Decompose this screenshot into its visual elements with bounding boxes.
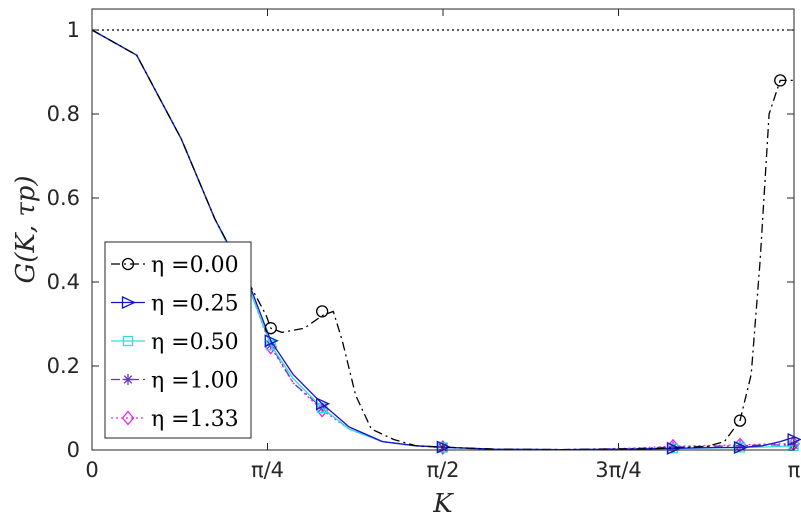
legend-box bbox=[104, 241, 252, 439]
legend-entry-4: η =1.33 bbox=[111, 407, 239, 432]
legend-label: η =0.00 bbox=[151, 253, 239, 278]
legend-entry-3: η =1.00 bbox=[111, 369, 239, 394]
series-0-marker bbox=[264, 322, 277, 335]
series-0-marker bbox=[733, 414, 747, 427]
series-1-marker bbox=[316, 397, 331, 411]
y-tick-label: 0.6 bbox=[47, 186, 80, 210]
x-axis-title: K bbox=[432, 489, 454, 519]
legend-entry-0: η =0.00 bbox=[111, 253, 239, 278]
legend-swatch-marker bbox=[121, 295, 137, 310]
series-line-0 bbox=[91, 29, 794, 451]
legend-swatch-marker bbox=[121, 410, 135, 426]
y-tick-label: 0.4 bbox=[47, 270, 80, 294]
legend-swatch-marker bbox=[121, 257, 135, 271]
x-tick-label: 0 bbox=[85, 458, 98, 482]
y-axis-title: G(K, τp) bbox=[11, 175, 41, 283]
legend-swatch-marker bbox=[122, 335, 134, 347]
legend-swatch-marker bbox=[122, 374, 134, 385]
series-1-marker bbox=[264, 334, 279, 348]
series-3-marker bbox=[667, 441, 679, 453]
y-tick-label: 0.8 bbox=[47, 102, 80, 126]
legend-entry-1: η =0.25 bbox=[111, 292, 239, 317]
legend-entry-2: η =0.50 bbox=[111, 330, 239, 355]
y-tick-label: 0.2 bbox=[47, 354, 80, 378]
x-tick-label: π/4 bbox=[251, 458, 284, 482]
legend-label: η =0.25 bbox=[151, 292, 239, 317]
series-0-marker bbox=[774, 74, 787, 87]
x-tick-label: π/2 bbox=[426, 458, 459, 482]
legend: η =0.00 η =0.25 η =0.50 η =1.00 η =1.33 bbox=[104, 241, 252, 439]
y-tick-label: 0 bbox=[67, 438, 80, 462]
legend-label: η =1.33 bbox=[151, 407, 239, 432]
y-tick-label: 1 bbox=[67, 18, 80, 42]
x-tick-label: π bbox=[788, 458, 801, 482]
series-1-marker bbox=[666, 441, 682, 455]
series-layer bbox=[91, 29, 801, 455]
series-0 bbox=[91, 29, 794, 451]
legend-label: η =1.00 bbox=[151, 369, 239, 394]
axes-layer: 0 π/4 π/2 3π/4 π 0 0.2 0.4 0.6 0.8 1 K G(K, τp) bbox=[11, 8, 801, 519]
legend-label: η =0.50 bbox=[151, 330, 239, 355]
x-tick-label: 3π/4 bbox=[595, 458, 641, 482]
series-3-marker bbox=[734, 440, 746, 452]
series-0-marker bbox=[316, 305, 329, 318]
